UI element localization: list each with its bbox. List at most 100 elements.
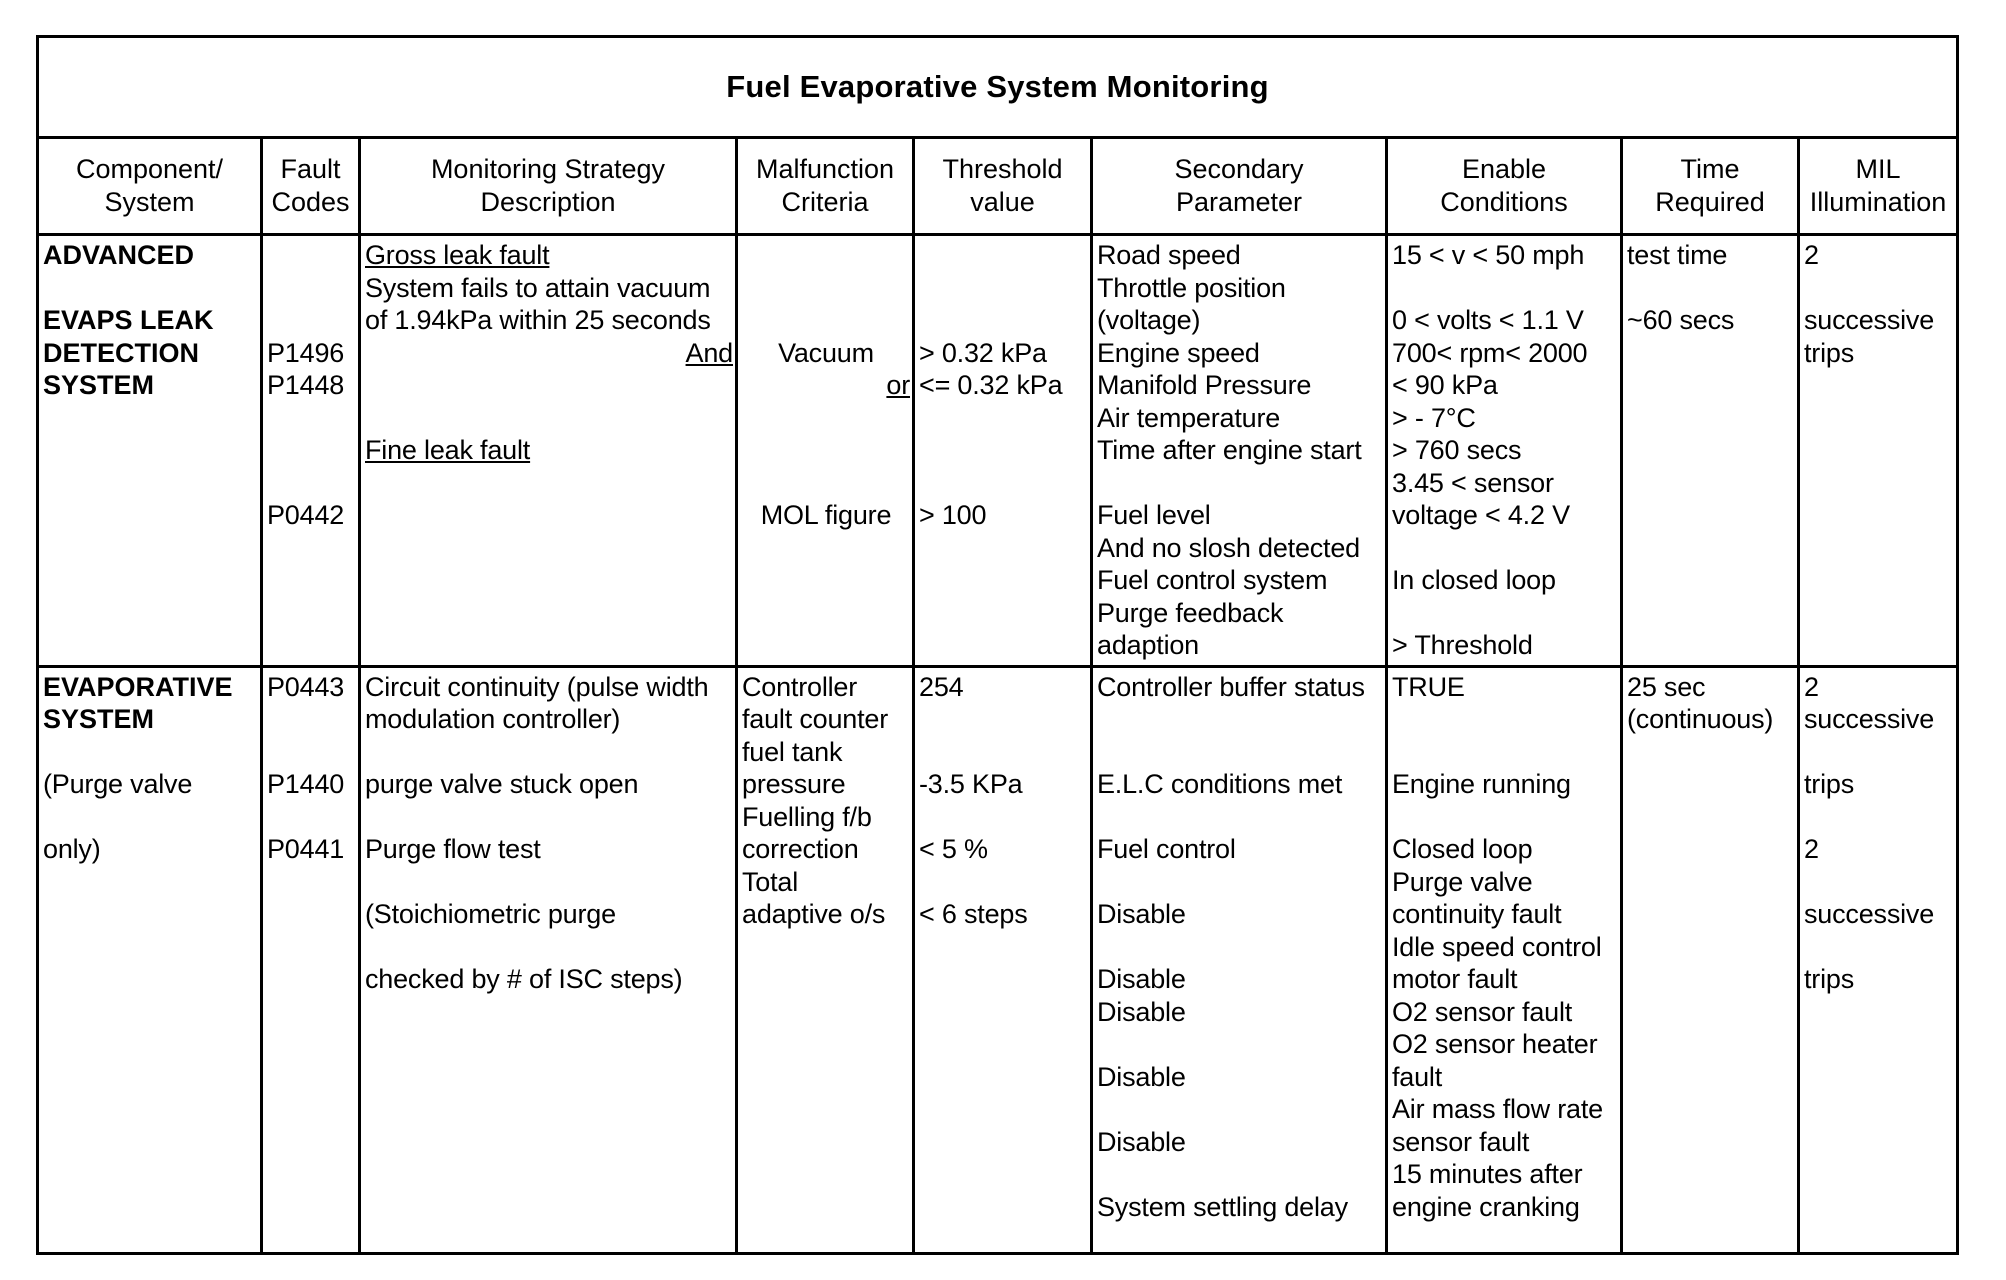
- table-cell-line: [742, 304, 910, 337]
- table-cell-line: Controller buffer status: [1097, 671, 1365, 702]
- table-cell-line: [919, 304, 1088, 337]
- table-cell-line: test time: [1627, 240, 1728, 270]
- table-cell-line: E.L.C conditions met: [1097, 769, 1343, 799]
- table-cell-line: Fuel level: [1097, 500, 1211, 530]
- table-cell-line: [742, 467, 910, 500]
- table-cell: > 0.32 kPa <= 0.32 kPa > 100: [912, 233, 1093, 668]
- table-cell-line: [1627, 272, 1795, 305]
- column-header-line: Component/: [75, 154, 224, 184]
- table-cell-line: fault: [1392, 1061, 1443, 1092]
- table-cell-line: [267, 402, 356, 435]
- table-cell-line: continuity fault: [1392, 899, 1562, 929]
- table-cell-line: [742, 272, 910, 305]
- table-cell-line: Fuel control: [1097, 834, 1236, 864]
- column-header-line: Codes: [271, 187, 350, 217]
- table-cell: Gross leak fault System fails to attain v…: [358, 233, 738, 668]
- table-cell-line: Time after engine start: [1097, 435, 1362, 465]
- table-cell-line: 2: [1804, 671, 1819, 702]
- table-cell-line: [1804, 801, 1954, 834]
- table-cell-line: successive: [1804, 899, 1935, 929]
- table-cell-line: Total: [742, 866, 799, 897]
- table-cell-line: Circuit continuity (pulse width: [365, 671, 709, 702]
- table-cell-line: Fine leak fault: [365, 435, 531, 465]
- table-cell: P0443 P1440 P0441: [260, 664, 361, 1255]
- column-header-line: MIL: [1855, 154, 1901, 184]
- table-cell-line: trips: [1804, 964, 1855, 994]
- table-cell-line: [267, 272, 356, 305]
- column-header: Monitoring Strategy Description: [358, 136, 738, 236]
- table-cell: EVAPORATIVE SYSTEM (Purge valve only): [36, 664, 263, 1255]
- table-cell-line: [365, 931, 733, 964]
- table-cell-line: 25 sec: [1627, 671, 1706, 702]
- table-cell-line: Vacuum: [778, 337, 874, 368]
- table-cell-line: [1097, 931, 1383, 964]
- table-cell-line: of 1.94kPa within 25 seconds: [365, 305, 711, 335]
- table-cell-line: Disable: [1097, 899, 1186, 929]
- table-cell-line: < 90 kPa: [1392, 370, 1498, 400]
- table-cell-line: DETECTION: [43, 337, 200, 368]
- column-header-line: Time: [1680, 154, 1740, 184]
- table-cell-line: > 0.32 kPa: [919, 337, 1047, 368]
- table-cell: 15 < v < 50 mph 0 < volts < 1.1 V 700< rp…: [1385, 233, 1623, 668]
- column-header: Fault Codes: [260, 136, 361, 236]
- table-cell-line: correction: [742, 834, 859, 864]
- table-cell-line: > Threshold: [1392, 630, 1533, 660]
- table-cell-line: SYSTEM: [43, 704, 155, 734]
- table-cell-line: EVAPORATIVE: [43, 671, 233, 702]
- table-cell-line: EVAPS LEAK: [43, 305, 214, 335]
- table-cell-line: Gross leak fault: [365, 240, 550, 270]
- table-cell-line: (Purge valve: [43, 769, 193, 799]
- table-cell-line: P0442: [267, 500, 345, 530]
- table-cell: Circuit continuity (pulse width modulatio…: [358, 664, 738, 1255]
- table-cell-line: only): [43, 834, 101, 864]
- table-cell: 2 successive trips 2 successive trips: [1796, 664, 1960, 1255]
- table-cell-line: purge valve stuck open: [365, 769, 639, 799]
- table-cell-line: Engine running: [1392, 769, 1571, 799]
- table-cell: Vacuum or MOL figure: [735, 233, 915, 668]
- table-cell-line: [267, 239, 356, 272]
- header-row: Component/System Fault Codes Monitoring Str…: [36, 136, 1960, 236]
- table-cell-line: SYSTEM: [43, 370, 155, 400]
- table-cell-line: [919, 402, 1088, 435]
- table-cell-line: 700< rpm< 2000: [1392, 337, 1588, 368]
- table-cell-line: [365, 369, 733, 402]
- table-cell-line: [267, 801, 356, 834]
- table-cell-line: 254: [919, 671, 964, 702]
- table-cell-line: [1392, 597, 1618, 630]
- table-cell-line: Manifold Pressure: [1097, 370, 1312, 400]
- table-row: ADVANCED EVAPS LEAK DETECTION SYSTEM P1496…: [36, 233, 1960, 668]
- table-cell-line: Fuelling f/b: [742, 801, 872, 832]
- table-cell-line: [267, 703, 356, 736]
- table-cell: 25 sec (continuous): [1620, 664, 1800, 1255]
- table-row: EVAPORATIVE SYSTEM (Purge valve only) P044…: [36, 664, 1960, 1255]
- column-header-line: Description: [480, 187, 616, 217]
- table-cell-line: P1496: [267, 337, 345, 368]
- table-cell-line: Purge valve: [1392, 866, 1533, 897]
- column-header-line: Monitoring Strategy: [430, 154, 666, 184]
- table-cell-line: [365, 736, 733, 769]
- table-cell-line: [43, 272, 258, 305]
- table-cell-line: Purge flow test: [365, 834, 541, 864]
- table-cell-line: > - 7°C: [1392, 402, 1476, 433]
- table-cell-line: O2 sensor fault: [1392, 996, 1573, 1027]
- table-cell-line: -3.5 KPa: [919, 769, 1023, 799]
- table-cell-line: [1392, 272, 1618, 305]
- table-cell-line: [267, 736, 356, 769]
- table-cell-line: motor fault: [1392, 964, 1518, 994]
- table-cell-line: And no slosh detected: [1097, 532, 1360, 563]
- table-cell-line: Disable: [1097, 1126, 1186, 1157]
- table-cell-line: And: [685, 337, 733, 368]
- table-cell-line: [43, 801, 258, 834]
- table-cell-line: [1097, 1028, 1383, 1061]
- table-cell-line: Purge feedback: [1097, 597, 1284, 628]
- table-cell-line: 2: [1804, 240, 1819, 270]
- table-cell-line: [919, 239, 1088, 272]
- table-cell-line: MOL figure: [760, 500, 892, 530]
- column-header: Threshold value: [912, 136, 1093, 236]
- table-cell-line: > 100: [919, 500, 987, 530]
- table-cell-line: TRUE: [1392, 671, 1465, 702]
- table-cell-line: [919, 467, 1088, 500]
- table-cell-line: trips: [1804, 337, 1855, 368]
- table-cell-line: [919, 866, 1088, 899]
- table-cell-line: [1097, 1158, 1383, 1191]
